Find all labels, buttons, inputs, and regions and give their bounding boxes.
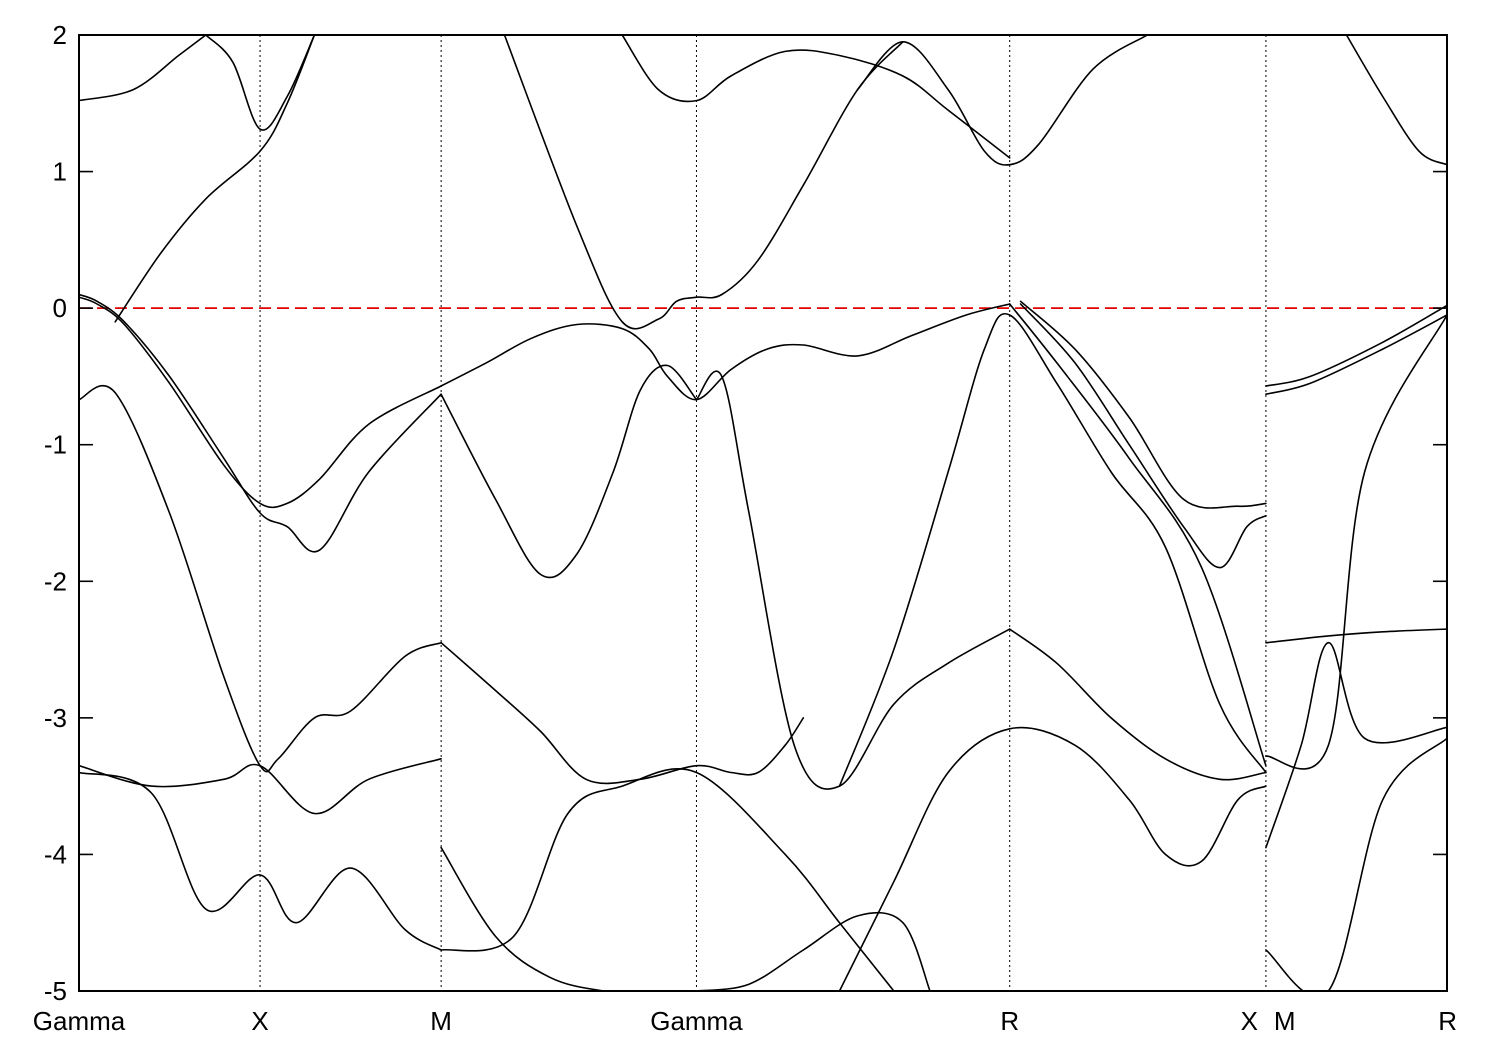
band-line (79, 35, 207, 102)
y-tick-label: 2 (53, 20, 67, 50)
band-line (1019, 303, 1267, 569)
band-line (1345, 35, 1447, 166)
y-tick-label: -5 (44, 976, 67, 1006)
band-line (205, 35, 316, 131)
band-line (838, 312, 1267, 787)
band-line (79, 384, 442, 773)
y-tick-label: 0 (53, 293, 67, 323)
x-tick-label: M (430, 1006, 452, 1036)
band-line (440, 641, 805, 785)
band-line (440, 846, 678, 991)
band-line (1265, 737, 1447, 991)
y-tick-label: -1 (44, 430, 67, 460)
x-tick-label: X (1241, 1006, 1258, 1036)
plot-frame (78, 34, 1448, 992)
x-tick-label: M (1274, 1006, 1296, 1036)
x-tick-label: R (1438, 1006, 1457, 1036)
band-line (503, 35, 904, 330)
x-tick-label: R (1000, 1006, 1019, 1036)
band-line (440, 768, 895, 991)
x-tick-label: X (251, 1006, 268, 1036)
band-line (1265, 304, 1447, 387)
band-line (1265, 314, 1447, 770)
plot-area (78, 34, 1448, 992)
y-tick-label: 1 (53, 157, 67, 187)
y-tick-label: -4 (44, 839, 67, 869)
band-line (1008, 303, 1267, 767)
band-line (856, 35, 1149, 166)
x-tick-label: Gamma (650, 1006, 743, 1036)
band-line (1265, 314, 1447, 395)
band-line (695, 370, 1011, 790)
band-line (1265, 628, 1447, 644)
band-line (621, 35, 1011, 159)
band-line (1008, 628, 1267, 781)
band-line (1019, 300, 1267, 509)
x-tick-label: Gamma (33, 1006, 126, 1036)
y-tick-label: -3 (44, 703, 67, 733)
y-axis: 2 1 0 -1 -2 -3 -4 -5 (44, 20, 1447, 1006)
band-line (440, 364, 698, 579)
band-line (79, 758, 442, 815)
band-line (79, 293, 442, 553)
band-line (1265, 641, 1447, 849)
band-line (114, 35, 316, 323)
bands (79, 35, 1447, 991)
band-line (838, 726, 1267, 991)
y-tick-label: -2 (44, 566, 67, 596)
band-line (79, 771, 442, 951)
x-axis: Gamma X M Gamma R X M R (33, 1006, 1457, 1036)
band-line (695, 911, 931, 991)
